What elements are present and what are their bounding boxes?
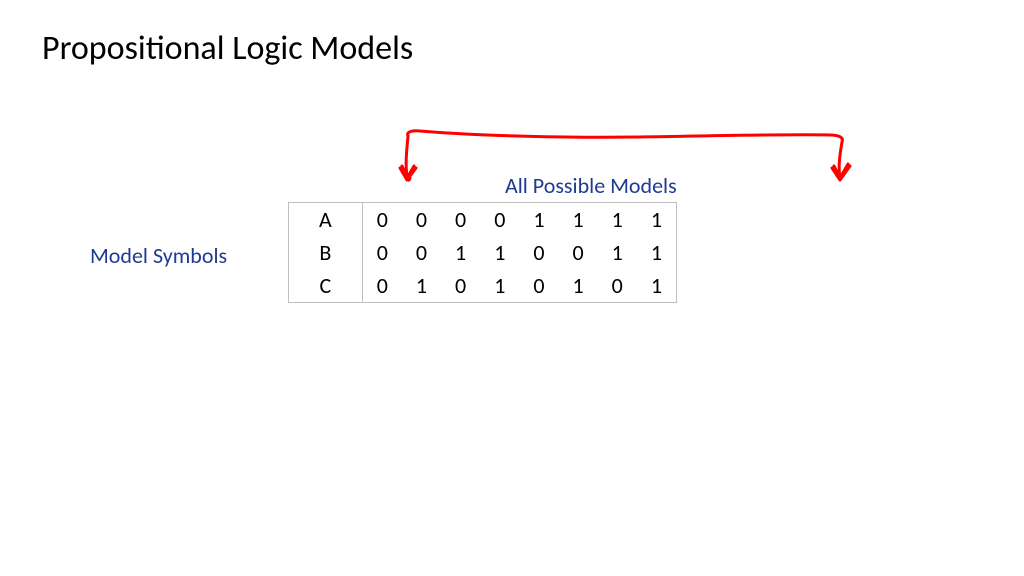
symbol-cell: C	[289, 269, 362, 302]
table-row: A 0 0 0 0 1 1 1 1	[289, 203, 676, 236]
value-cell: 1	[637, 269, 676, 302]
symbol-cell: A	[289, 203, 362, 236]
slide-title: Propositional Logic Models	[42, 28, 413, 69]
value-cell: 1	[441, 236, 480, 269]
value-cell: 1	[637, 203, 676, 236]
truth-table: A 0 0 0 0 1 1 1 1 B 0 0 1 1 0 0 1 1 C 0 …	[288, 202, 677, 303]
value-cell: 0	[402, 236, 441, 269]
value-cell: 1	[519, 203, 558, 236]
value-cell: 0	[441, 269, 480, 302]
value-cell: 1	[598, 203, 637, 236]
value-cell: 1	[559, 203, 598, 236]
value-cell: 0	[362, 236, 402, 269]
value-cell: 1	[402, 269, 441, 302]
value-cell: 0	[362, 269, 402, 302]
table-row: B 0 0 1 1 0 0 1 1	[289, 236, 676, 269]
value-cell: 0	[598, 269, 637, 302]
value-cell: 0	[519, 236, 558, 269]
table-row: C 0 1 0 1 0 1 0 1	[289, 269, 676, 302]
value-cell: 0	[402, 203, 441, 236]
side-label: Model Symbols	[90, 242, 227, 269]
symbol-cell: B	[289, 236, 362, 269]
value-cell: 1	[480, 269, 519, 302]
header-label: All Possible Models	[505, 172, 677, 199]
value-cell: 0	[362, 203, 402, 236]
value-cell: 1	[598, 236, 637, 269]
value-cell: 1	[480, 236, 519, 269]
value-cell: 0	[519, 269, 558, 302]
value-cell: 0	[441, 203, 480, 236]
value-cell: 1	[559, 269, 598, 302]
value-cell: 0	[480, 203, 519, 236]
value-cell: 0	[559, 236, 598, 269]
value-cell: 1	[637, 236, 676, 269]
